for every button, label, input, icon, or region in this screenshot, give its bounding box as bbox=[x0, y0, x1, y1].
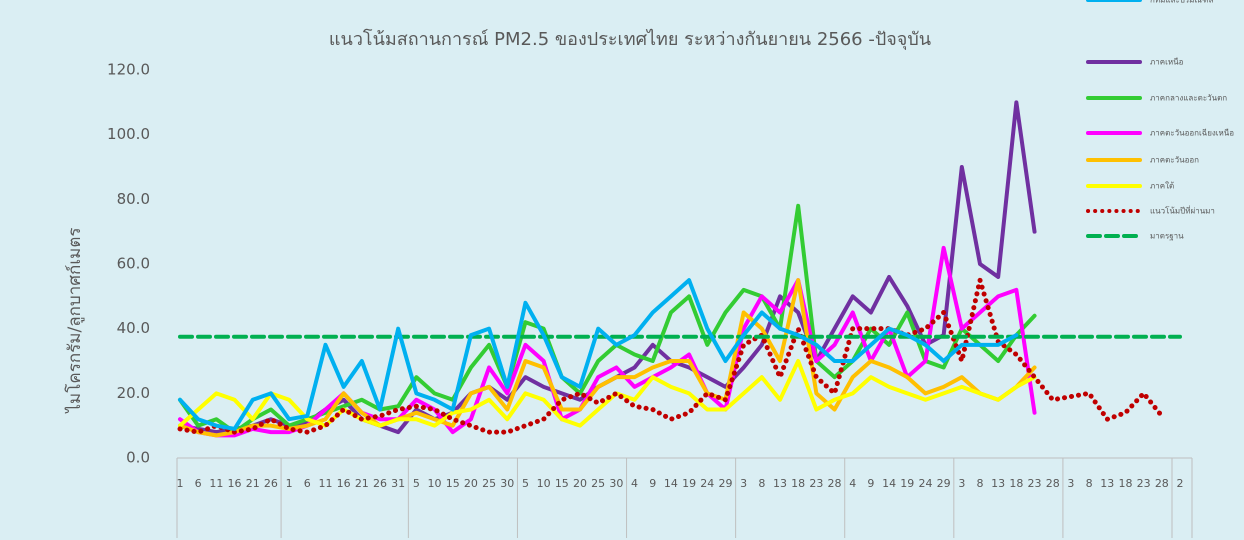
x-tick-label: 2 bbox=[1177, 477, 1184, 490]
x-tick-label: 3 bbox=[740, 477, 747, 490]
x-tick-label: 5 bbox=[413, 477, 420, 490]
x-tick-label: 25 bbox=[591, 477, 605, 490]
x-tick-label: 21 bbox=[355, 477, 369, 490]
y-axis-label: ไมโครกรัม/ลูกบาศก์เมตร bbox=[64, 227, 85, 414]
chart-title: แนวโน้มสถานการณ์ PM2.5 ของประเทศไทย ระหว… bbox=[329, 28, 931, 50]
x-tick-label: 20 bbox=[573, 477, 587, 490]
series-line bbox=[178, 278, 1037, 438]
x-tick-label: 24 bbox=[918, 477, 932, 490]
x-tick-label: 23 bbox=[1137, 477, 1151, 490]
x-tick-label: 24 bbox=[700, 477, 714, 490]
x-tick-label: 30 bbox=[609, 477, 623, 490]
x-tick-label: 3 bbox=[958, 477, 965, 490]
y-tick-label: 20.0 bbox=[117, 384, 150, 402]
x-tick-label: 5 bbox=[522, 477, 529, 490]
x-tick-label: 6 bbox=[195, 477, 202, 490]
x-tick-label: 16 bbox=[228, 477, 242, 490]
y-tick-label: 60.0 bbox=[117, 255, 150, 273]
x-tick-label: 29 bbox=[937, 477, 951, 490]
x-tick-label: 29 bbox=[718, 477, 732, 490]
x-tick-label: 18 bbox=[791, 477, 805, 490]
x-tick-label: 25 bbox=[482, 477, 496, 490]
x-tick-label: 19 bbox=[900, 477, 914, 490]
legend-label: ภาคใต้ bbox=[1150, 182, 1174, 191]
x-tick-label: 28 bbox=[1046, 477, 1060, 490]
x-tick-label: 3 bbox=[1067, 477, 1074, 490]
legend-label: ภาคเหนือ bbox=[1150, 58, 1184, 67]
x-tick-label: 14 bbox=[664, 477, 678, 490]
y-tick-label: 100.0 bbox=[107, 125, 150, 143]
x-tick-label: 26 bbox=[264, 477, 278, 490]
series-line bbox=[177, 277, 1165, 435]
legend-label: แนวโน้มปีที่ผ่านมา bbox=[1150, 205, 1215, 216]
y-tick-label: 0.0 bbox=[126, 449, 150, 467]
legend-label: กทมและปริมณฑล bbox=[1150, 0, 1213, 5]
series-line bbox=[178, 359, 1037, 428]
x-tick-label: 30 bbox=[500, 477, 514, 490]
x-tick-label: 1 bbox=[177, 477, 184, 490]
legend-label: มาตรฐาน bbox=[1150, 232, 1184, 241]
x-tick-label: 23 bbox=[809, 477, 823, 490]
x-tick-label: 26 bbox=[373, 477, 387, 490]
x-tick-label: 31 bbox=[391, 477, 405, 490]
x-tick-label: 13 bbox=[773, 477, 787, 490]
x-tick-label: 18 bbox=[1009, 477, 1023, 490]
x-tick-label: 11 bbox=[209, 477, 223, 490]
x-tick-label: 6 bbox=[304, 477, 311, 490]
series-line bbox=[178, 278, 1019, 431]
x-tick-label: 28 bbox=[1155, 477, 1169, 490]
y-tick-label: 120.0 bbox=[107, 61, 150, 79]
x-tick-label: 9 bbox=[867, 477, 874, 490]
x-tick-label: 11 bbox=[318, 477, 332, 490]
y-tick-label: 40.0 bbox=[117, 319, 150, 337]
x-tick-label: 8 bbox=[977, 477, 984, 490]
x-tick-label: 16 bbox=[337, 477, 351, 490]
y-tick-label: 80.0 bbox=[117, 190, 150, 208]
legend-label: ภาคตะวันออก bbox=[1150, 156, 1199, 165]
x-tick-label: 20 bbox=[464, 477, 478, 490]
x-tick-label: 10 bbox=[428, 477, 442, 490]
legend-label: ภาคกลางและตะวันตก bbox=[1150, 94, 1227, 103]
x-tick-label: 21 bbox=[246, 477, 260, 490]
x-tick-label: 8 bbox=[1086, 477, 1093, 490]
x-tick-label: 4 bbox=[849, 477, 856, 490]
x-tick-label: 15 bbox=[555, 477, 569, 490]
legend-label: ภาคตะวันออกเฉียงเหนือ bbox=[1150, 129, 1234, 138]
x-tick-label: 19 bbox=[682, 477, 696, 490]
x-tick-label: 23 bbox=[1028, 477, 1042, 490]
x-tick-label: 13 bbox=[991, 477, 1005, 490]
x-tick-label: 14 bbox=[882, 477, 896, 490]
x-tick-label: 10 bbox=[537, 477, 551, 490]
x-tick-label: 15 bbox=[446, 477, 460, 490]
x-tick-label: 9 bbox=[649, 477, 656, 490]
x-tick-label: 4 bbox=[631, 477, 638, 490]
x-tick-label: 18 bbox=[1118, 477, 1132, 490]
x-tick-label: 1 bbox=[286, 477, 293, 490]
x-tick-label: 13 bbox=[1100, 477, 1114, 490]
x-tick-label: 28 bbox=[828, 477, 842, 490]
x-tick-label: 8 bbox=[758, 477, 765, 490]
